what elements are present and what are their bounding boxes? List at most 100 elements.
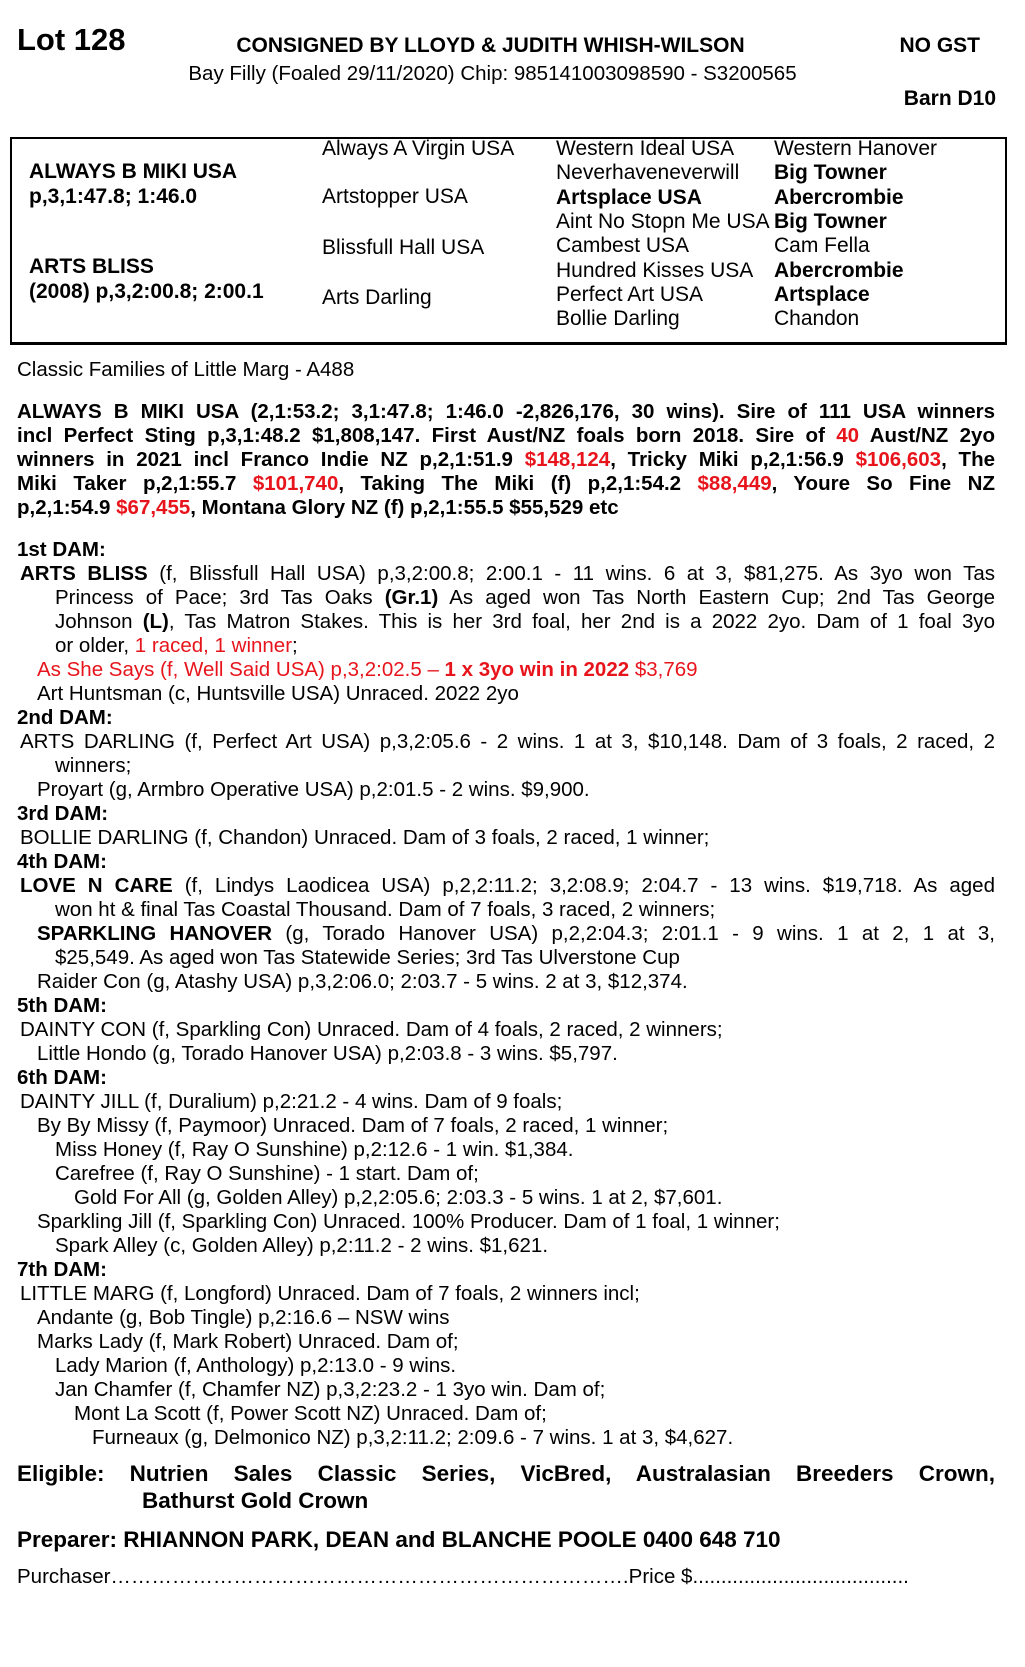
pedigree-table: ALWAYS B MIKI USA p,3,1:47.8; 1:46.0 ART… <box>10 137 1007 345</box>
text-segment: Princess of Pace; 3rd Tas Oaks <box>55 586 385 609</box>
description-text: Bay Filly (Foaled 29/11/2020) Chip: 9851… <box>188 62 797 85</box>
dam-name: ARTS BLISS <box>29 255 154 278</box>
text-segment: Miss Honey (f, Ray O Sunshine) p,2:12.6 … <box>55 1138 574 1161</box>
text-segment: (f, Blissfull Hall USA) p,3,2:00.8; 2:00… <box>147 562 995 585</box>
dam-entry-line: Little Hondo (g, Torado Hanover USA) p,2… <box>17 1042 995 1066</box>
dam-entry-line: ARTS BLISS (f, Blissfull Hall USA) p,3,2… <box>17 562 995 586</box>
sire-record: p,3,1:47.8; 1:46.0 <box>29 185 198 208</box>
text-segment: Little Hondo (g, Torado Hanover USA) p,2… <box>37 1042 618 1065</box>
text-segment: Spark Alley (c, Golden Alley) p,2:11.2 -… <box>55 1234 549 1257</box>
text-segment: incl Perfect Sting p,3,1:48.2 $1,808,147… <box>17 424 837 447</box>
pedigree-gen4-cell: Abercrombie <box>774 185 904 209</box>
eligibility-line-2: Bathurst Gold Crown <box>142 1488 369 1513</box>
dam-dam: Arts Darling <box>322 286 432 309</box>
eligibility: Eligible: Nutrien Sales Classic Series, … <box>17 1460 995 1514</box>
highlight-text: $101,740 <box>252 472 339 495</box>
eligibility-line-1: Eligible: Nutrien Sales Classic Series, … <box>17 1461 995 1486</box>
text-segment: , Taking The Miki (f) p,2,1:54.2 <box>338 472 698 495</box>
text-segment: As aged won Tas North Eastern Cup; 2nd T… <box>438 586 995 609</box>
highlight-text: $106,603 <box>855 448 942 471</box>
dam-entry-line: Marks Lady (f, Mark Robert) Unraced. Dam… <box>17 1330 995 1354</box>
pedigree-gen4-cell: Abercrombie <box>774 258 904 282</box>
sire-sire: Always A Virgin USA <box>322 137 515 160</box>
text-segment: , Montana Glory NZ (f) p,2,1:55.5 $55,52… <box>190 496 619 519</box>
text-segment: , Youre So Fine NZ <box>771 472 995 495</box>
text-segment: LITTLE MARG (f, Longford) Unraced. Dam o… <box>20 1282 640 1305</box>
text-line: winners in 2021 incl Franco Indie NZ p,2… <box>17 448 995 472</box>
dam-heading: 3rd DAM: <box>17 802 109 825</box>
gst-status: NO GST <box>899 34 980 57</box>
price-field[interactable]: Price $.................................… <box>628 1565 909 1588</box>
dam-entry-line: Johnson (L), Tas Matron Stakes. This is … <box>17 610 995 634</box>
text-segment: Carefree (f, Ray O Sunshine) - 1 start. … <box>55 1162 479 1185</box>
dam-entry-line: DAINTY JILL (f, Duralium) p,2:21.2 - 4 w… <box>17 1090 995 1114</box>
purchaser-field[interactable]: Purchaser…………………………………………………………………. <box>17 1565 629 1588</box>
pedigree-gen4-cell: Artsplace <box>774 282 870 306</box>
dam-record: (2008) p,3,2:00.8; 2:00.1 <box>29 280 264 303</box>
text-segment: ARTS BLISS <box>20 562 148 585</box>
text-segment: won ht & final Tas Coastal Thousand. Dam… <box>55 898 716 921</box>
dam-entry-line: BOLLIE DARLING (f, Chandon) Unraced. Dam… <box>17 826 995 850</box>
text-segment: SPARKLING HANOVER <box>37 922 273 945</box>
text-segment: (Gr.1) <box>384 586 439 609</box>
dam-sire: Blissfull Hall USA <box>322 236 485 259</box>
dam-entry-line: SPARKLING HANOVER (g, Torado Hanover USA… <box>17 922 995 946</box>
dam-entry-line: ARTS DARLING (f, Perfect Art USA) p,3,2:… <box>17 730 995 754</box>
text-segment: , The <box>941 448 996 471</box>
sire-dam: Artstopper USA <box>322 185 468 208</box>
text-segment: By By Missy (f, Paymoor) Unraced. Dam of… <box>37 1114 669 1137</box>
text-segment: $25,549. As aged won Tas Statewide Serie… <box>55 946 680 969</box>
text-segment: Furneaux (g, Delmonico NZ) p,3,2:11.2; 2… <box>92 1426 734 1449</box>
highlight-text: As She Says (f, Well Said USA) p,3,2:02.… <box>37 658 445 681</box>
consignor-text: CONSIGNED BY LLOYD & JUDITH WHISH-WILSON <box>236 34 745 57</box>
dam-entry-line: Andante (g, Bob Tingle) p,2:16.6 – NSW w… <box>17 1306 995 1330</box>
dam-entry-line: Carefree (f, Ray O Sunshine) - 1 start. … <box>17 1162 995 1186</box>
text-segment: (L) <box>142 610 169 633</box>
text-segment: Raider Con (g, Atashy USA) p,3,2:06.0; 2… <box>37 970 688 993</box>
consignor: CONSIGNED BY LLOYD & JUDITH WHISH-WILSON <box>0 34 1025 58</box>
text-segment: Lady Marion (f, Anthology) p,2:13.0 - 9 … <box>55 1354 457 1377</box>
text-line: incl Perfect Sting p,3,1:48.2 $1,808,147… <box>17 424 995 448</box>
text-segment: LOVE N CARE <box>20 874 173 897</box>
highlight-text: 1 x 3yo win in 2022 <box>444 658 630 681</box>
dam-entry-line: winners; <box>17 754 995 778</box>
text-segment: or older, <box>55 634 135 657</box>
highlight-text: $148,124 <box>524 448 611 471</box>
dam-entry-line: Sparkling Jill (f, Sparkling Con) Unrace… <box>17 1210 995 1234</box>
text-segment: Miki Taker p,2,1:55.7 <box>17 472 253 495</box>
pedigree-gen4-cell: Western Hanover <box>774 137 938 160</box>
dam-entry-line: Raider Con (g, Atashy USA) p,3,2:06.0; 2… <box>17 970 995 994</box>
text-segment: , Tas Matron Stakes. This is her 3rd foa… <box>168 610 995 633</box>
highlight-text: $88,449 <box>697 472 772 495</box>
highlight-text: $3,769 <box>629 658 698 681</box>
dam-heading: 7th DAM: <box>17 1258 107 1281</box>
dam-heading: 6th DAM: <box>17 1066 107 1089</box>
dam-entry-line: LITTLE MARG (f, Longford) Unraced. Dam o… <box>17 1282 995 1306</box>
pedigree-gen3-cell: Aint No Stopn Me USA <box>556 209 770 233</box>
dam-entry-line: Lady Marion (f, Anthology) p,2:13.0 - 9 … <box>17 1354 995 1378</box>
dam-entry-line: LOVE N CARE (f, Lindys Laodicea USA) p,2… <box>17 874 995 898</box>
text-segment: Jan Chamfer (f, Chamfer NZ) p,3,2:23.2 -… <box>55 1378 606 1401</box>
text-segment: (g, Torado Hanover USA) p,2,2:04.3; 2:01… <box>272 922 995 945</box>
dam-entry-line: Jan Chamfer (f, Chamfer NZ) p,3,2:23.2 -… <box>17 1378 995 1402</box>
text-segment: , Tricky Miki p,2,1:56.9 <box>610 448 856 471</box>
dam-entry-line: Art Huntsman (c, Huntsville USA) Unraced… <box>17 682 995 706</box>
text-line: ALWAYS B MIKI USA (2,1:53.2; 3,1:47.8; 1… <box>17 400 995 424</box>
text-segment: ALWAYS B MIKI USA (2,1:53.2; 3,1:47.8; 1… <box>17 400 995 423</box>
text-segment: (f, Lindys Laodicea USA) p,2,2:11.2; 3,2… <box>172 874 995 897</box>
family-line: Classic Families of Little Marg - A488 <box>17 358 355 381</box>
text-segment: DAINTY JILL (f, Duralium) p,2:21.2 - 4 w… <box>20 1090 563 1113</box>
sire-paragraph: ALWAYS B MIKI USA (2,1:53.2; 3,1:47.8; 1… <box>17 400 995 520</box>
pedigree-gen3-cell: Hundred Kisses USA <box>556 258 754 282</box>
pedigree-gen3-cell: Perfect Art USA <box>556 282 704 306</box>
text-segment: BOLLIE DARLING (f, Chandon) Unraced. Dam… <box>20 826 710 849</box>
dam-entry-line: By By Missy (f, Paymoor) Unraced. Dam of… <box>17 1114 995 1138</box>
highlight-text: $67,455 <box>116 496 191 519</box>
dam-entry-line: Proyart (g, Armbro Operative USA) p,2:01… <box>17 778 995 802</box>
lot-number: Lot 128 <box>17 22 126 57</box>
text-segment: Aust/NZ 2yo <box>859 424 995 447</box>
preparer: Preparer: RHIANNON PARK, DEAN and BLANCH… <box>17 1527 781 1552</box>
pedigree-gen3-cell: Western Ideal USA <box>556 137 735 160</box>
text-segment: DAINTY CON (f, Sparkling Con) Unraced. D… <box>20 1018 723 1041</box>
text-segment: Art Huntsman (c, Huntsville USA) Unraced… <box>37 682 519 705</box>
